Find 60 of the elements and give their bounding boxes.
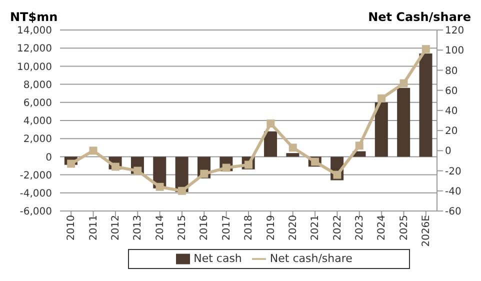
x-tick-label: 2014 xyxy=(154,215,166,240)
y2-tick-label: 20 xyxy=(445,126,458,138)
x-tick-label: 2021 xyxy=(310,215,322,240)
x-tick-label: 2010 xyxy=(66,215,78,240)
y-tick-label: 6,000 xyxy=(23,98,52,109)
y-tick-label: -4,000 xyxy=(20,188,52,200)
x-tick-label: 2019 xyxy=(266,215,277,240)
y-tick-label: 10,000 xyxy=(17,62,52,73)
bar xyxy=(374,102,388,157)
point xyxy=(200,170,208,178)
y-axis-title: NT$mn xyxy=(10,10,58,24)
point xyxy=(355,142,364,150)
y2-tick-label: 100 xyxy=(445,46,464,57)
bar xyxy=(397,88,410,157)
y-tick-label: 12,000 xyxy=(17,44,52,55)
x-tick-label: 2013 xyxy=(132,215,144,240)
y2-tick-label: 80 xyxy=(445,66,458,77)
x-tick-label: 2020 xyxy=(288,215,299,240)
x-tick-label: 2011 xyxy=(88,215,100,240)
y-tick-label: 8,000 xyxy=(23,80,52,91)
x-tick-label: 2018 xyxy=(244,215,255,240)
point xyxy=(400,79,408,88)
y2-tick-label: -40 xyxy=(445,186,462,198)
x-tick-label: 2016 xyxy=(199,215,210,240)
x-tick-label: 2024 xyxy=(376,215,388,240)
y-tick-label: 14,000 xyxy=(17,26,52,37)
bar xyxy=(264,131,278,157)
y-tick-label: 2,000 xyxy=(23,134,52,146)
point xyxy=(422,45,430,54)
legend-label: Net cash xyxy=(194,252,242,266)
y2-tick-label: 0 xyxy=(445,146,452,158)
bar xyxy=(419,54,432,157)
y2-tick-label: -60 xyxy=(445,206,462,218)
x-tick-label: 2025 xyxy=(398,215,410,240)
point xyxy=(333,170,342,179)
y-tick-label: 0 xyxy=(46,152,52,164)
y-tick-label: -6,000 xyxy=(20,206,52,218)
y2-axis-title: Net Cash/share xyxy=(368,10,471,24)
point xyxy=(178,186,186,195)
x-tick-label: 2017 xyxy=(221,215,232,240)
x-tick-label: 2022 xyxy=(332,215,344,240)
point xyxy=(134,166,142,175)
x-tick-label: 2015 xyxy=(177,215,188,240)
legend-label: Net cash/share xyxy=(270,252,352,266)
y2-tick-label: 40 xyxy=(445,106,458,117)
bar xyxy=(286,153,300,157)
x-tick-label: 2012 xyxy=(110,215,122,240)
point xyxy=(378,94,386,102)
y2-tick-label: 120 xyxy=(445,26,464,37)
x-tick-label: 2023 xyxy=(354,215,366,240)
point xyxy=(156,182,164,191)
y-tick-label: -2,000 xyxy=(20,170,52,182)
point xyxy=(67,160,76,168)
y2-tick-label: 60 xyxy=(445,86,458,97)
point xyxy=(288,144,297,152)
y-tick-label: 4,000 xyxy=(23,116,52,128)
y2-tick-label: -20 xyxy=(445,166,462,178)
point xyxy=(89,146,98,155)
x-tick-label: 2026E xyxy=(421,215,432,247)
point xyxy=(266,120,275,128)
